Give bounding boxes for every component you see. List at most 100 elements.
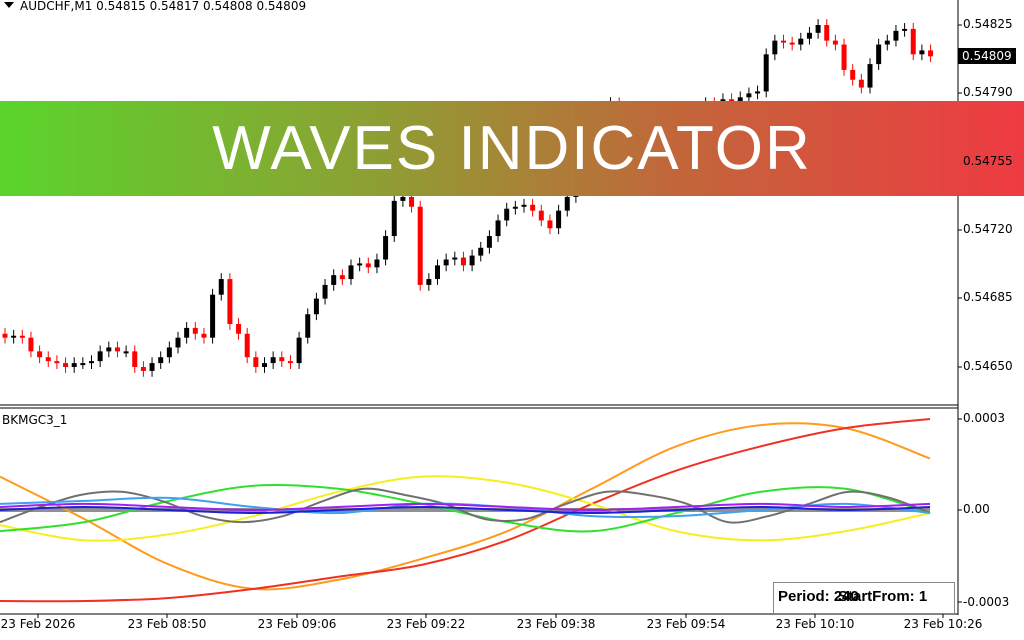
candle-body: [339, 275, 345, 280]
candle-body: [824, 25, 830, 41]
candle-body: [850, 69, 856, 80]
candle-body: [746, 93, 752, 98]
candle-body: [244, 333, 250, 358]
candle-body: [63, 363, 69, 367]
indicator-line-0: [0, 422, 931, 591]
candle-body: [253, 357, 259, 367]
candle-body: [884, 40, 890, 45]
indicator-line-4: [0, 487, 931, 524]
title-banner: WAVES INDICATOR: [0, 101, 1024, 196]
candle-body: [132, 351, 138, 367]
candle-body: [763, 54, 769, 92]
candle-body: [452, 257, 458, 260]
candle-body: [902, 28, 908, 31]
candle-body: [210, 294, 216, 338]
candle-body: [365, 263, 371, 268]
candle-body: [443, 259, 449, 266]
candle-body: [305, 314, 311, 338]
candle-body: [19, 335, 25, 338]
indicator-info-box: [773, 582, 955, 614]
time-label: 23 Feb 10:10: [775, 617, 855, 631]
candle-body: [409, 196, 415, 207]
candle-body: [262, 363, 267, 367]
price-label: 0.54650: [963, 359, 1013, 373]
candle-body: [781, 40, 786, 43]
price-label: 0.54790: [963, 85, 1013, 99]
candle-body: [227, 279, 233, 325]
candle-body: [469, 255, 475, 266]
dropdown-triangle-icon[interactable]: [4, 2, 14, 8]
candle-body: [89, 361, 94, 364]
candle-body: [789, 42, 795, 45]
candle-body: [400, 196, 406, 201]
price-label: 0.54685: [963, 290, 1013, 304]
start-from-label: StartFrom: 1: [838, 588, 928, 605]
indicator-line-6: [0, 505, 931, 515]
candle-body: [45, 357, 51, 362]
symbol-ohlc-text: AUDCHF,M1 0.54815 0.54817 0.54808 0.5480…: [20, 0, 307, 13]
candle-body: [279, 357, 285, 362]
candle-body: [530, 204, 536, 211]
candle-body: [417, 206, 423, 285]
candle-body: [426, 279, 432, 285]
candle-body: [876, 44, 882, 65]
candle-body: [97, 351, 103, 362]
candle-body: [348, 265, 354, 280]
time-label: 23 Feb 09:54: [646, 617, 726, 631]
time-label: 23 Feb 2026: [0, 617, 76, 631]
candle-body: [564, 196, 570, 211]
candle-body: [80, 363, 86, 366]
indicator-line-7: [0, 502, 931, 512]
candle-body: [729, 99, 735, 102]
candle-body: [149, 363, 155, 371]
candle-body: [919, 50, 925, 55]
candle-body: [486, 236, 492, 248]
indicator-axis-label: -0.0003: [963, 595, 1010, 609]
candle-body: [192, 327, 198, 334]
candle-body: [841, 44, 847, 70]
time-label: 23 Feb 10:26: [903, 617, 983, 631]
candle-body: [236, 324, 242, 334]
candle-body: [218, 279, 224, 295]
candle-body: [11, 335, 17, 338]
candle-body: [798, 38, 804, 45]
symbol-header: AUDCHF,M1 0.54815 0.54817 0.54808 0.5480…: [4, 0, 306, 13]
candle-body: [538, 210, 544, 221]
candle-body: [166, 347, 172, 358]
candle-body: [54, 361, 60, 364]
candle-body: [270, 357, 276, 364]
candle-body: [175, 337, 181, 348]
candle-body: [28, 337, 34, 352]
candle-body: [123, 351, 129, 354]
candle-body: [357, 263, 363, 266]
indicator-line-2: [0, 475, 931, 542]
candle-body: [322, 284, 328, 299]
candle-body: [313, 298, 319, 315]
time-label: 23 Feb 08:50: [127, 617, 207, 631]
price-label: 0.54755: [963, 154, 1013, 168]
candle-body: [391, 200, 397, 237]
candle-body: [460, 257, 466, 266]
indicator-axis-label: 0.0003: [963, 411, 1005, 425]
candle-body: [755, 91, 761, 94]
indicator-axis-label: 0.00: [963, 502, 990, 516]
candle-body: [928, 50, 934, 57]
candle-body: [547, 220, 553, 229]
time-label: 23 Feb 09:38: [516, 617, 596, 631]
indicator-line-3: [0, 483, 931, 533]
period-label: Period: 240: [778, 588, 859, 605]
candle-body: [374, 259, 380, 268]
candle-body: [495, 220, 501, 237]
candle-body: [435, 265, 440, 280]
candle-body: [521, 204, 527, 207]
candle-body: [478, 247, 484, 256]
candle-body: [512, 206, 518, 209]
candle-body: [287, 361, 293, 364]
price-label: 0.54720: [963, 222, 1013, 236]
candle-body: [37, 351, 43, 358]
candle-body: [2, 333, 8, 338]
candle-body: [893, 30, 899, 41]
candle-body: [71, 363, 77, 367]
candle-body: [140, 367, 146, 371]
